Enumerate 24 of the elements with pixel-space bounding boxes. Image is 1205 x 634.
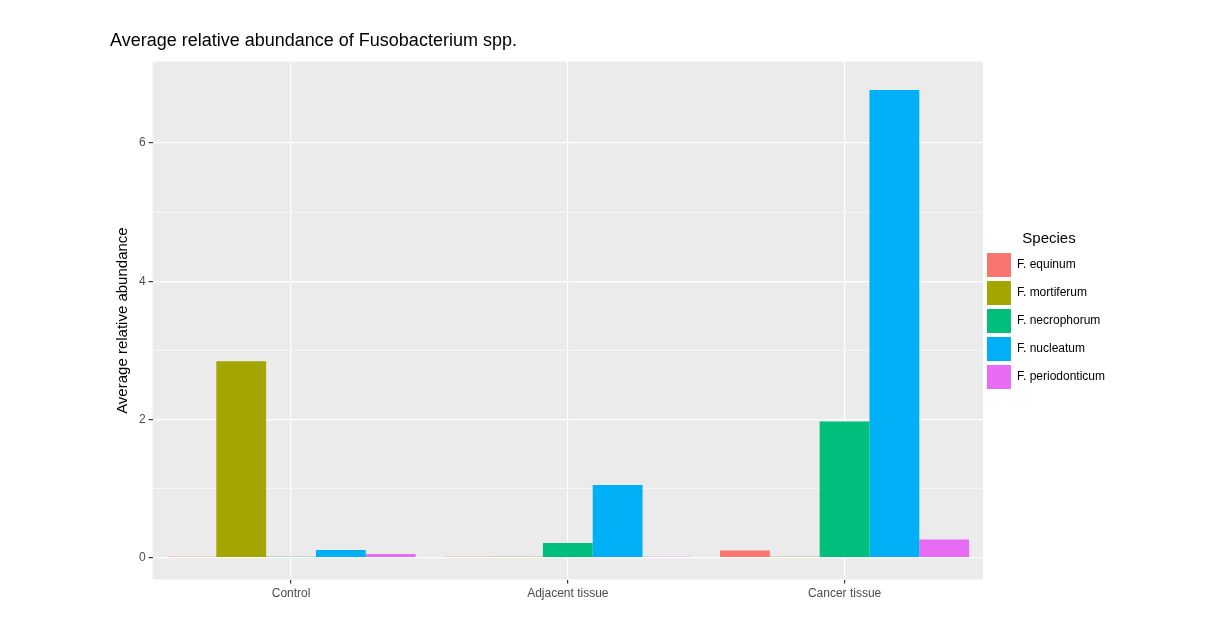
legend-label: F. periodonticum [1016, 369, 1105, 384]
y-tick-label: 2 [138, 411, 146, 426]
bar [592, 484, 643, 557]
bar [919, 539, 970, 557]
bar [819, 421, 870, 557]
y-tick-label: 0 [138, 549, 146, 564]
x-tick-label: Control [271, 586, 311, 601]
legend-title: Species [1022, 228, 1076, 246]
chart-title: Average relative abundance of Fusobacterium spp. [110, 29, 517, 50]
legend-label: F. equinum [1016, 257, 1076, 272]
bar [542, 543, 593, 557]
y-tick-label: 6 [138, 135, 146, 150]
bar [720, 550, 770, 557]
legend-label: F. necrophorum [1016, 313, 1101, 328]
bar [216, 361, 267, 557]
bar [869, 89, 920, 557]
legend-label: F. nucleatum [1016, 341, 1085, 356]
bar [365, 554, 416, 557]
bar [315, 549, 366, 557]
legend-label: F. mortiferum [1016, 285, 1087, 300]
x-tick-label: Cancer tissue [807, 586, 882, 601]
y-axis-title: Average relative abundance [113, 227, 131, 414]
x-tick-label: Adjacent tissue [527, 586, 609, 601]
y-tick-label: 4 [138, 273, 146, 288]
